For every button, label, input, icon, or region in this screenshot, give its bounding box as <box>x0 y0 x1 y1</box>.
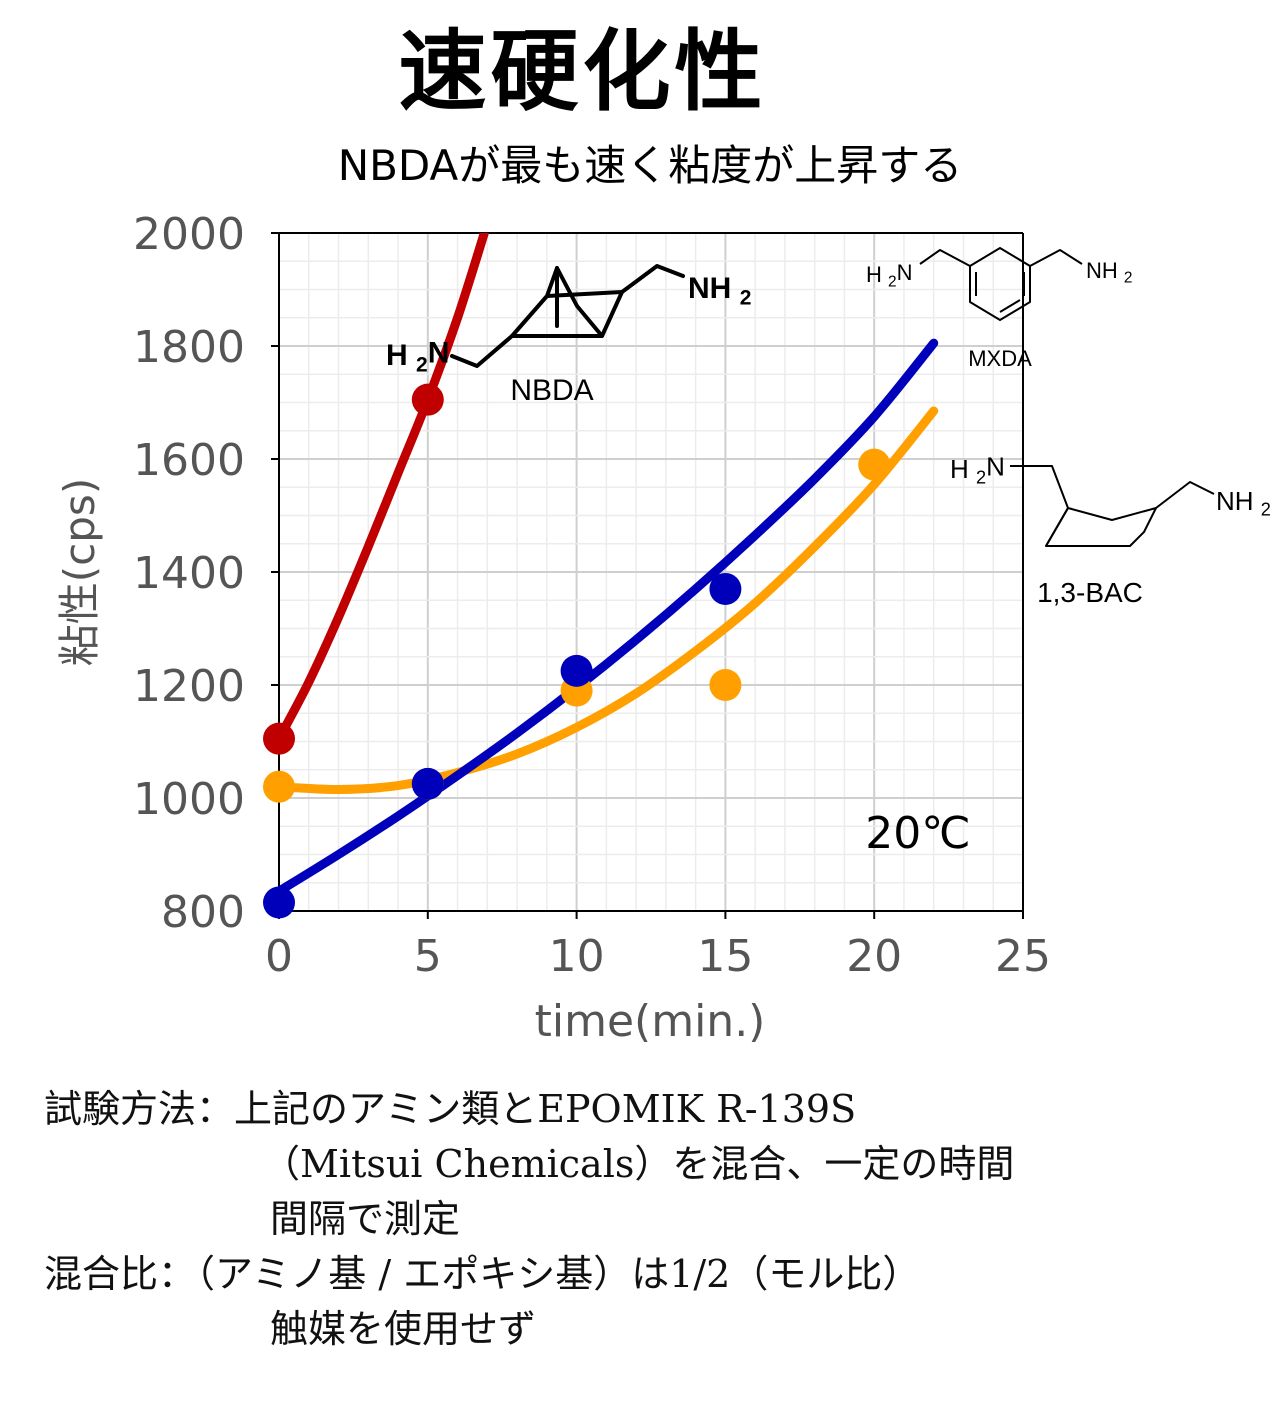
test-method-line-3: 間隔で測定 <box>270 1197 461 1241</box>
mxda-label: MXDA <box>968 346 1032 371</box>
point-mxda <box>411 767 444 800</box>
grid-lines <box>278 232 1024 912</box>
point-mxda <box>560 654 593 687</box>
y-tick-label: 1000 <box>133 774 245 825</box>
data-series <box>263 233 939 919</box>
curve-1-3-bac <box>279 406 939 795</box>
bac-label: 1,3-BAC <box>1037 577 1143 608</box>
mxda-structure <box>919 247 1083 321</box>
mix-ratio-line: 混合比：（アミノ基 / エポキシ基）は1/2（モル比） <box>44 1252 921 1296</box>
nbda-label: NBDA <box>510 374 593 407</box>
y-tick-label: 1400 <box>133 548 245 599</box>
chart-title: 速硬化性 <box>398 20 767 123</box>
test-method-line-1: 試験方法：上記のアミン類とEPOMIK R-139S <box>44 1087 857 1131</box>
nbda-structure <box>450 264 685 368</box>
point-1-3-bac <box>263 770 295 803</box>
x-axis-label: time(min.) <box>535 996 766 1047</box>
point-nbda <box>263 722 295 755</box>
y-tick-label: 2000 <box>133 209 245 260</box>
mxda-amine-right-label: NH 2 <box>1086 258 1132 287</box>
y-tick-label: 1600 <box>133 435 245 486</box>
point-mxda <box>263 886 295 919</box>
curve-nbda <box>279 233 489 744</box>
bac-structure <box>1010 465 1215 547</box>
nbda-amine-left-label: H 2N <box>386 336 449 376</box>
point-nbda <box>411 383 444 416</box>
bac-amine-left-label: H 2N <box>950 452 1005 488</box>
y-tick-label: 800 <box>161 887 245 938</box>
x-tick-label: 0 <box>265 931 293 982</box>
x-tick-label: 15 <box>697 931 753 982</box>
y-tick-label: 1200 <box>133 661 245 712</box>
temperature-annotation: 20℃ <box>865 808 970 859</box>
x-tick-label: 10 <box>549 931 605 982</box>
nbda-amine-right-label: NH 2 <box>688 272 751 309</box>
x-tick-label: 20 <box>846 931 902 982</box>
catalyst-line: 触媒を使用せず <box>270 1307 537 1351</box>
point-1-3-bac <box>858 448 891 481</box>
viscosity-chart: 0 5 10 15 20 25 800 1000 1200 1400 1600 1800 2000 ti… <box>55 209 1271 1047</box>
tick-labels: 0 5 10 15 20 25 800 1000 1200 1400 1600 1800 2000 <box>133 209 1051 982</box>
y-tick-label: 1800 <box>133 322 245 373</box>
test-method-line-2: （Mitsui Chemicals）を混合、一定の時間 <box>262 1142 1015 1186</box>
axes <box>271 232 1024 919</box>
mxda-amine-left-label: H 2N <box>866 260 912 291</box>
chart-subtitle: NBDAが最も速く粘度が上昇する <box>337 141 963 190</box>
x-tick-label: 5 <box>414 931 442 982</box>
bac-amine-right-label: NH 2 <box>1216 486 1271 519</box>
x-tick-label: 25 <box>995 931 1051 982</box>
point-1-3-bac <box>709 669 742 701</box>
curve-mxda <box>279 338 939 896</box>
point-mxda <box>709 572 742 605</box>
y-axis-label: 粘性(cps) <box>55 478 104 666</box>
